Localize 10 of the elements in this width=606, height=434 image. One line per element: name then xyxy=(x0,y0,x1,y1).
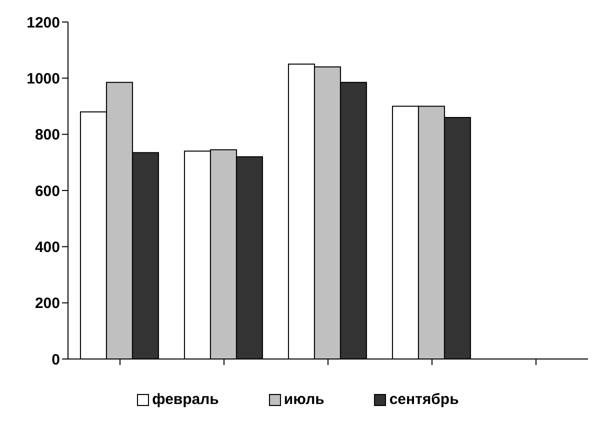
legend-label: сентябрь xyxy=(388,391,459,408)
y-tick-label: 1200 xyxy=(26,14,60,32)
y-tick-label: 400 xyxy=(34,238,60,256)
y-tick-label: 1000 xyxy=(26,70,60,88)
y-tick-label: 800 xyxy=(34,126,60,144)
y-tick-label: 600 xyxy=(34,182,60,200)
y-tick-label: 0 xyxy=(52,351,60,368)
legend-label: февраль xyxy=(151,391,219,408)
y-tick-label: 200 xyxy=(34,295,60,312)
legend-label: июль xyxy=(282,391,324,408)
